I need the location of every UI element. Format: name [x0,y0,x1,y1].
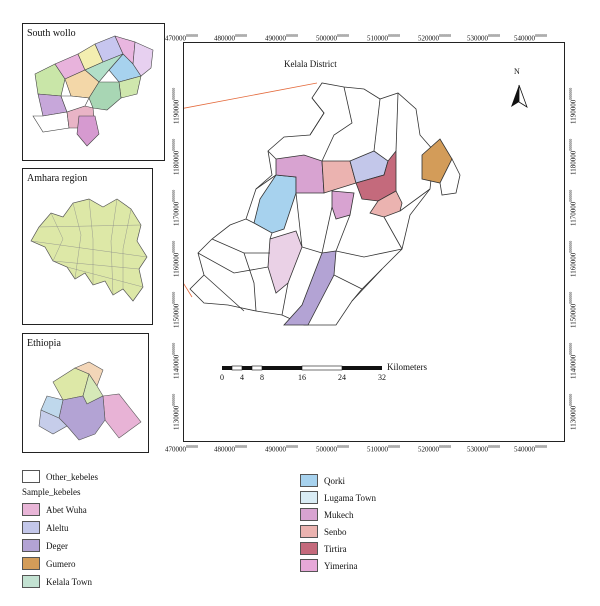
legend-swatch [300,474,318,487]
south-wollo-inset: South wollo [22,23,165,161]
legend-label: Kelala Town [46,576,92,587]
scalebar-label-8: 8 [260,373,264,382]
y-tick-right-6: 1130000000000 [568,393,578,430]
scalebar-label-16: 16 [298,373,306,382]
ethiopia-title: Ethiopia [27,338,61,349]
x-tick-top-7: 540000000000 [514,33,547,43]
legend-deger: Deger [22,539,68,552]
x-tick-bottom-7: 540000000000 [514,444,547,454]
x-tick-top-4: 510000000000 [367,33,400,43]
scalebar-label-32: 32 [378,373,386,382]
y-tick-right-1: 1180000000000 [568,138,578,175]
legend-swatch [300,508,318,521]
legend-swatch [22,470,40,483]
legend-swatch [22,557,40,570]
kebele-gumero-ext [439,158,461,196]
legend-qorki: Qorki [300,474,345,487]
legend-swatch [300,542,318,555]
legend-lugama-town: Lugama Town [300,491,376,504]
x-tick-top-6: 530000000000 [467,33,500,43]
legend-label: Gumero [46,558,76,569]
legend-swatch [22,521,40,534]
legend-senbo: Senbo [300,525,347,538]
legend-label: Other_kebeles [46,471,98,482]
legend-label: Aleltu [46,522,69,533]
south-wollo-map [32,35,154,147]
scalebar-label-24: 24 [338,373,346,382]
legend-swatch [22,503,40,516]
y-tick-left-1: 1180000000000 [171,138,181,175]
y-tick-left-6: 1130000000000 [171,393,181,430]
amhara-map [30,198,148,302]
y-tick-left-4: 1150000000000 [171,291,181,328]
legend-swatch [300,525,318,538]
y-tick-right-4: 1150000000000 [568,291,578,328]
kelala-district-map [184,82,528,371]
legend-label: Abet Wuha [46,504,87,515]
legend-label: Yimerina [324,560,358,571]
x-tick-top-0: 470000000000 [165,33,198,43]
legend-swatch [300,491,318,504]
y-tick-left-0: 1190000000000 [171,87,181,124]
legend-gumero: Gumero [22,557,76,570]
kebele-mukech-west [275,154,325,194]
legend-tirtira: Tirtira [300,542,347,555]
x-tick-bottom-0: 470000000000 [165,444,198,454]
legend-label: Deger [46,540,68,551]
legend-aleltu: Aleltu [22,521,69,534]
y-tick-right-5: 1140000000000 [568,342,578,379]
legend-abet-wuha: Abet Wuha [22,503,87,516]
legend-sample-heading: Sample_kebeles [22,487,81,497]
x-tick-top-5: 520000000000 [418,33,451,43]
legend-label: Lugama Town [324,492,376,503]
x-tick-top-2: 490000000000 [265,33,298,43]
x-tick-top-1: 480000000000 [214,33,247,43]
legend-yimerina: Yimerina [300,559,358,572]
kebele-mukech-2 [331,190,355,220]
north-arrow [511,84,528,108]
y-tick-left-3: 1160000000000 [171,240,181,277]
y-tick-right-0: 1190000000000 [568,87,578,124]
scale-bar [222,365,382,371]
amhara-inset: Amhara region [22,168,153,325]
scalebar-label-0: 0 [220,373,224,382]
y-tick-left-2: 1170000000000 [171,189,181,226]
legend-swatch [300,559,318,572]
legend-mukech: Mukech [300,508,354,521]
legend-swatch [22,575,40,588]
ethiopia-map [38,361,142,441]
y-tick-left-5: 1140000000000 [171,342,181,379]
legend-label: Tirtira [324,543,347,554]
y-tick-right-3: 1160000000000 [568,240,578,277]
x-tick-bottom-2: 490000000000 [265,444,298,454]
amhara-title: Amhara region [27,173,88,184]
legend-label: Mukech [324,509,354,520]
legend-label: Qorki [324,475,345,486]
x-tick-bottom-6: 530000000000 [467,444,500,454]
south-wollo-title: South wollo [27,28,76,39]
x-tick-bottom-3: 500000000000 [316,444,349,454]
x-tick-bottom-1: 480000000000 [214,444,247,454]
y-tick-right-2: 1170000000000 [568,189,578,226]
kebele-tirtira [355,149,397,202]
legend-kelala-town: Kelala Town [22,575,92,588]
district-label: Kelala District [284,59,337,69]
main-map-frame: Kelala District N Kilometers 0 4 8 16 24… [183,42,565,442]
ethiopia-inset: Ethiopia [22,333,149,453]
x-tick-bottom-5: 520000000000 [418,444,451,454]
north-label: N [514,67,520,76]
legend-swatch [22,539,40,552]
legend-other-kebeles: Other_kebeles [22,470,98,483]
x-tick-top-3: 500000000000 [316,33,349,43]
scalebar-unit: Kilometers [387,362,427,372]
scalebar-label-4: 4 [240,373,244,382]
x-tick-bottom-4: 510000000000 [367,444,400,454]
legend-label: Senbo [324,526,347,537]
